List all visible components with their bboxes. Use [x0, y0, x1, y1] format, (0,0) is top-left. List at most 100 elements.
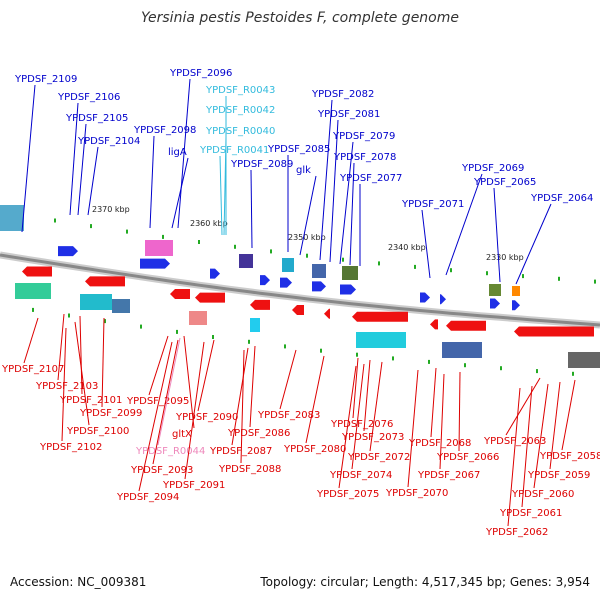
top-leader-line — [250, 169, 253, 249]
forward-gene-arrow — [260, 275, 270, 286]
top-gene-label: YPDSF_2109 — [14, 74, 77, 85]
bottom-gene-label: YPDSF_2100 — [66, 426, 129, 437]
feature-block — [80, 294, 112, 310]
top-leader-line — [149, 135, 155, 229]
top-gene-label: YPDSF_R0040 — [205, 126, 275, 137]
top-gene-label: YPDSF_2065 — [473, 177, 536, 188]
bottom-leader-line — [152, 339, 179, 465]
top-leader-line — [339, 141, 354, 265]
bottom-leader-line — [79, 315, 83, 395]
scale-dot-upper — [198, 240, 200, 244]
bottom-gene-label: YPDSF_2091 — [162, 480, 225, 491]
accession-text: Accession: NC_009381 — [10, 575, 147, 589]
scale-dot-lower — [212, 335, 214, 339]
scale-dot-upper — [414, 264, 416, 269]
scale-dot-lower — [356, 352, 358, 357]
bottom-gene-label: YPDSF_2094 — [116, 492, 179, 503]
bottom-gene-label: YPDSF_2063 — [483, 436, 546, 447]
bottom-leader-line — [305, 355, 325, 444]
top-leader-line — [493, 187, 501, 283]
scale-dot-upper — [126, 229, 128, 234]
scale-dot-lower — [572, 371, 574, 376]
reverse-gene-arrow — [85, 276, 125, 287]
scale-dot-lower — [500, 366, 502, 371]
feature-block — [282, 258, 294, 272]
top-gene-label: ligA — [168, 147, 187, 158]
bottom-gene-label: YPDSF_2074 — [329, 470, 392, 481]
top-gene-label: glk — [296, 165, 311, 176]
top-gene-label: YPDSF_2098 — [133, 125, 196, 136]
bottom-gene-label: YPDSF_2088 — [218, 464, 281, 475]
kbp-tick-label: 2370 kbp — [92, 205, 130, 214]
top-gene-label: YPDSF_2104 — [77, 136, 140, 147]
feature-block — [145, 240, 173, 256]
bottom-leader-line — [240, 349, 245, 464]
bottom-leader-line — [430, 367, 437, 438]
bottom-gene-label: YPDSF_R0044 — [135, 446, 205, 457]
bottom-gene-label: YPDSF_2101 — [59, 395, 122, 406]
forward-gene-arrow — [512, 300, 520, 311]
scale-dot-upper — [558, 276, 560, 281]
bottom-leader-line — [197, 339, 215, 412]
forward-gene-arrow — [280, 277, 292, 288]
top-gene-label: YPDSF_2071 — [401, 199, 464, 210]
kbp-tick-label: 2330 kbp — [486, 253, 524, 262]
top-leader-line — [319, 99, 333, 261]
feature-block — [442, 342, 482, 358]
reverse-gene-arrow — [324, 308, 330, 319]
genome-backbone — [0, 253, 600, 327]
top-gene-label: YPDSF_2077 — [339, 173, 402, 184]
top-gene-label: YPDSF_2078 — [333, 152, 396, 163]
scale-dot-upper — [54, 218, 56, 223]
bottom-gene-label: YPDSF_2073 — [341, 432, 404, 443]
reverse-gene-arrow — [170, 289, 190, 300]
reverse-gene-arrow — [430, 319, 438, 330]
top-leader-line — [77, 123, 87, 216]
reverse-gene-arrow — [446, 320, 486, 331]
bottom-gene-label: gltX — [172, 429, 192, 440]
top-leader-line — [515, 203, 552, 285]
scale-dot-upper — [450, 268, 452, 273]
feature-block — [189, 311, 207, 325]
bottom-gene-label: YPDSF_2103 — [35, 381, 98, 392]
scale-dot-lower — [284, 344, 286, 349]
feature-block — [568, 352, 600, 368]
feature-block — [512, 286, 520, 296]
bottom-gene-label: YPDSF_2070 — [385, 488, 448, 499]
reverse-gene-arrow — [292, 305, 304, 316]
bottom-gene-label: YPDSF_2086 — [227, 428, 290, 439]
feature-block — [250, 318, 260, 332]
bottom-gene-label: YPDSF_2062 — [485, 527, 548, 538]
scale-dot-lower — [104, 319, 106, 324]
top-leader-line — [349, 162, 355, 266]
bottom-gene-label: YPDSF_2087 — [209, 446, 272, 457]
bottom-leader-line — [521, 385, 533, 508]
top-leader-line — [445, 173, 483, 276]
forward-gene-arrow — [140, 258, 170, 269]
top-leader-line — [299, 175, 317, 256]
forward-gene-arrow — [340, 284, 356, 295]
top-gene-label: YPDSF_2069 — [461, 163, 524, 174]
bottom-leader-line — [57, 313, 65, 381]
forward-gene-arrow — [312, 281, 326, 292]
forward-gene-arrow — [440, 294, 446, 305]
bottom-leader-line — [184, 341, 205, 480]
bottom-gene-label: YPDSF_2068 — [408, 438, 471, 449]
bottom-leader-line — [61, 327, 67, 442]
top-gene-label: YPDSF_2064 — [530, 193, 593, 204]
bottom-leader-line — [23, 317, 39, 364]
bottom-gene-label: YPDSF_2107 — [1, 364, 64, 375]
forward-gene-arrow — [420, 292, 430, 303]
bottom-leader-line — [561, 379, 576, 451]
scale-dot-lower — [320, 348, 322, 353]
bottom-leader-line — [101, 317, 105, 408]
reverse-gene-arrow — [514, 326, 594, 337]
top-leader-line — [171, 157, 189, 229]
top-gene-label: YPDSF_R0042 — [205, 105, 275, 116]
top-leader-line — [223, 136, 227, 236]
top-leader-line — [421, 209, 431, 279]
kbp-tick-label: 2340 kbp — [388, 243, 426, 252]
forward-gene-arrow — [210, 268, 220, 279]
bottom-gene-label: YPDSF_2075 — [316, 489, 379, 500]
scale-dot-upper — [90, 224, 92, 229]
